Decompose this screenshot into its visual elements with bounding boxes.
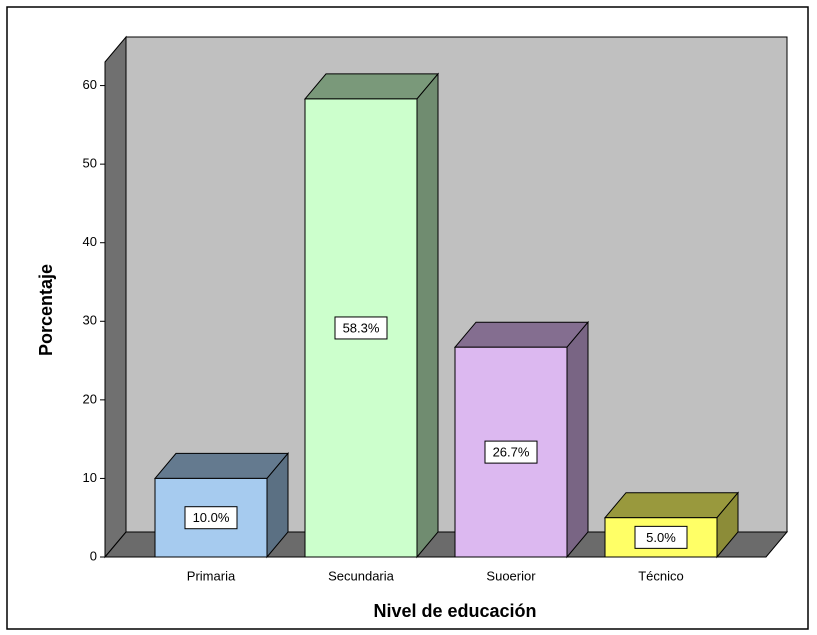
bar-side — [416, 72, 439, 559]
bar-top — [453, 321, 590, 348]
x-tick-label: Técnico — [638, 568, 684, 583]
y-tick-label: 20 — [83, 391, 97, 406]
y-tick-label: 10 — [83, 470, 97, 485]
bar — [603, 491, 740, 559]
value-label: 5.0% — [646, 530, 676, 545]
bar-top — [303, 73, 440, 100]
bar — [453, 320, 590, 559]
y-tick-label: 0 — [90, 548, 97, 563]
bar-top — [153, 452, 290, 479]
bar-side — [566, 320, 589, 559]
value-label-box — [484, 440, 538, 464]
value-label: 58.3% — [343, 320, 380, 335]
value-label: 10.0% — [193, 510, 230, 525]
left-wall — [104, 35, 127, 559]
value-label-box — [334, 316, 388, 340]
x-tick-label: Suoerior — [486, 568, 536, 583]
bar — [303, 72, 440, 559]
y-tick-label: 50 — [83, 156, 97, 171]
y-tick-label: 40 — [83, 234, 97, 249]
y-axis-title: Porcentaje — [36, 264, 56, 356]
value-label-box — [634, 525, 688, 549]
bar — [153, 452, 290, 559]
y-tick-label: 60 — [83, 77, 97, 92]
bar-top — [603, 492, 740, 519]
x-tick-label: Primaria — [187, 568, 236, 583]
y-tick-label: 30 — [83, 313, 97, 328]
value-label-box — [184, 506, 238, 530]
x-tick-label: Secundaria — [328, 568, 395, 583]
x-axis-title: Nivel de educación — [373, 601, 536, 621]
value-label: 26.7% — [493, 445, 530, 460]
